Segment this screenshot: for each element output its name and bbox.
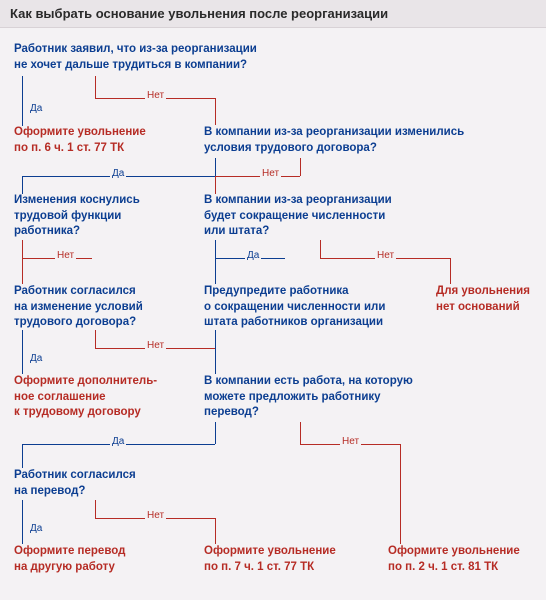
edge-q2-q4-h: [215, 176, 300, 177]
edge-label-no: Нет: [375, 250, 396, 261]
edge-inf1-q6: [215, 330, 216, 374]
node-q3: Изменения коснулисьтрудовой функцииработ…: [14, 193, 174, 240]
edge-q2-q4-v: [300, 158, 301, 176]
node-a1: Оформите увольнениепо п. 6 ч. 1 ст. 77 Т…: [14, 125, 194, 156]
node-a2: Для увольнениянет оснований: [436, 284, 546, 315]
node-a3: Оформите дополнитель-ное соглашениек тру…: [14, 374, 184, 421]
edge-q7-a4: [22, 500, 23, 544]
node-q5: Работник согласилсяна изменение условийт…: [14, 284, 174, 331]
edge-q1-q2-v2: [215, 98, 216, 125]
flowchart-canvas: Да Нет Да Нет Нет Да Нет Да Нет Да Нет Д…: [0, 28, 546, 598]
node-q7: Работник согласилсяна перевод?: [14, 468, 174, 499]
edge-label-yes: Да: [28, 523, 44, 534]
edge-label-no: Нет: [55, 250, 76, 261]
edge-q7-a5-v: [215, 518, 216, 544]
node-q4: В компании из-за реорганизациибудет сокр…: [204, 193, 454, 240]
edge-q6-q7-v: [215, 422, 216, 444]
edge-q2-q4-v2: [215, 176, 216, 194]
edge-label-yes: Да: [28, 353, 44, 364]
edge-q2-q3-v2: [22, 176, 23, 194]
edge-q4-inf1: [215, 240, 216, 284]
edge-label-no: Нет: [145, 510, 166, 521]
edge-q4-a2-v: [320, 240, 321, 258]
edge-q3-q5: [22, 240, 23, 284]
edge-q6-a6-v0: [300, 422, 301, 444]
edge-q5-a3: [22, 330, 23, 374]
node-q1: Работник заявил, что из-за реорганизации…: [14, 42, 314, 73]
node-q2: В компании из-за реорганизации изменилис…: [204, 125, 504, 156]
edge-q5-q6-v: [95, 330, 96, 348]
node-a6: Оформите увольнениепо п. 2 ч. 1 ст. 81 Т…: [388, 544, 546, 575]
node-a5: Оформите увольнениепо п. 7 ч. 1 ст. 77 Т…: [204, 544, 364, 575]
edge-q6-a6-v: [400, 444, 401, 544]
edge-label-yes: Да: [110, 436, 126, 447]
edge-label-no: Нет: [145, 90, 166, 101]
edge-q2-q3-v: [215, 158, 216, 176]
header: Как выбрать основание увольнения после р…: [0, 0, 546, 28]
edge-q7-a5-v0: [95, 500, 96, 518]
edge-label-yes: Да: [245, 250, 261, 261]
edge-label-no: Нет: [260, 168, 281, 179]
edge-q6-q7-v2: [22, 444, 23, 468]
node-a4: Оформите переводна другую работу: [14, 544, 174, 575]
edge-q1-q2-v: [95, 76, 96, 98]
edge-label-yes: Да: [110, 168, 126, 179]
node-q6: В компании есть работа, на которуюможете…: [204, 374, 464, 421]
edge-label-no: Нет: [340, 436, 361, 447]
edge-q4-a2-v2: [450, 258, 451, 284]
edge-q1-a1: [22, 76, 23, 126]
edge-label-yes: Да: [28, 103, 44, 114]
page-title: Как выбрать основание увольнения после р…: [10, 6, 536, 21]
node-inf1: Предупредите работникао сокращении числе…: [204, 284, 434, 331]
edge-label-no: Нет: [145, 340, 166, 351]
